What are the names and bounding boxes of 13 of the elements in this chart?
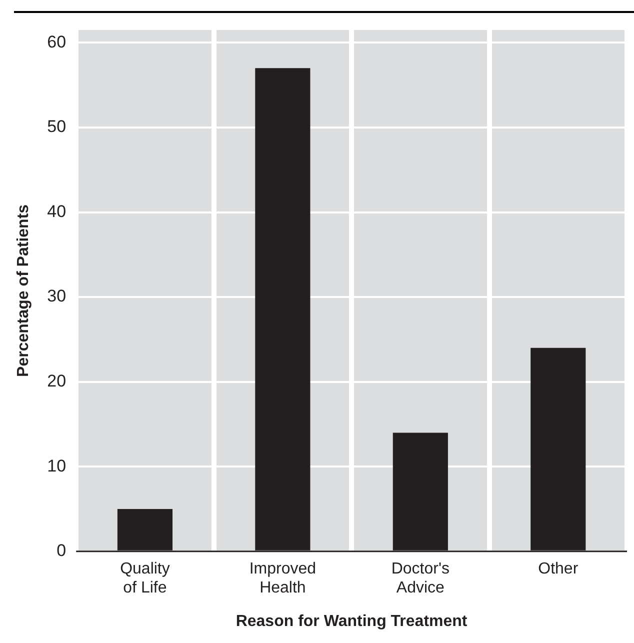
y-tick-label: 10 [47,456,66,476]
y-tick-label: 30 [47,286,66,306]
y-tick-label: 50 [47,117,66,136]
y-tick-label: 20 [47,372,66,391]
y-tick-label: 60 [47,32,66,52]
y-axis-title: Percentage of Patients [15,204,32,377]
x-tick-label: Improved Health [249,560,316,597]
x-tick-label: Quality of Life [120,560,170,597]
y-tick-label: 0 [56,541,66,560]
x-axis-title: Reason for Wanting Treatment [236,612,468,630]
y-tick-label: 40 [47,202,66,221]
x-tick-label: Doctor's Advice [391,560,450,597]
x-tick-label: Other [538,560,579,578]
